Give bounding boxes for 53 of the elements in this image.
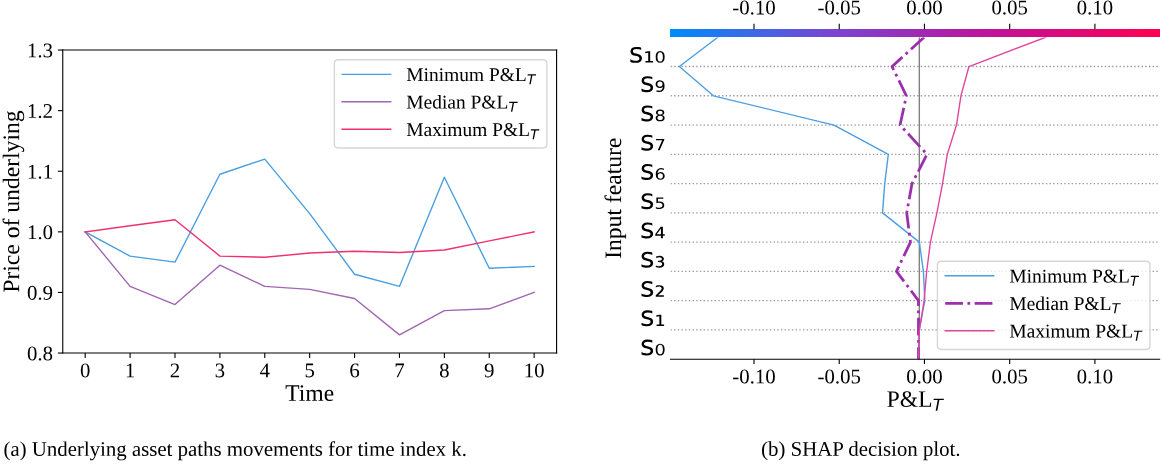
color-bar-label: -0.05 [818, 0, 861, 15]
legend-label: Minimum P&L$_{T}$ [406, 68, 537, 85]
x-tick-label: 6 [350, 363, 360, 378]
x-tick-label: -0.05 [818, 369, 861, 384]
y-tick-label: 1.1 [28, 164, 52, 179]
y-tick-label: s₉ [641, 76, 665, 93]
color-bar-label: 0.10 [1077, 0, 1113, 15]
legend-label: Median P&L$_{T}$ [406, 95, 518, 112]
x-tick-label: 0 [80, 363, 90, 378]
x-tick-label: 0.10 [1077, 369, 1113, 384]
color-bar-label: 0.00 [907, 0, 942, 15]
x-axis-title: Time [285, 385, 334, 402]
x-tick-label: -0.10 [733, 369, 775, 384]
x-tick-label: 0.00 [907, 369, 942, 384]
x-tick-label: 7 [395, 363, 405, 378]
x-tick-label: 2 [170, 363, 180, 378]
line-series [84, 158, 535, 288]
y-tick-label: 0.8 [27, 346, 53, 361]
x-axis-title: P&L$_{T}$ [887, 391, 944, 411]
y-tick-label: s₀ [641, 339, 665, 356]
y-tick-label: 1.2 [28, 104, 52, 119]
y-axis-title: Price of underlying [2, 110, 25, 293]
x-tick-label: 10 [525, 363, 544, 378]
y-tick-label: s₈ [641, 105, 665, 122]
y-axis-title: Input feature [604, 138, 627, 259]
y-tick-label: s₄ [641, 222, 665, 239]
legend-label: Maximum P&L$_{T}$ [1009, 324, 1143, 341]
x-tick-label: 3 [215, 363, 225, 378]
y-tick-label: 1.3 [28, 43, 53, 58]
y-tick-label: s₂ [641, 281, 664, 297]
y-tick-label: 1.0 [28, 225, 53, 240]
line-series [84, 219, 535, 258]
legend-label: Median P&L$_{T}$ [1009, 296, 1121, 314]
x-tick-label: 0.05 [992, 369, 1028, 384]
x-tick-label: 5 [305, 363, 315, 378]
text: (a) Underlying asset paths movements for time index k. [4, 441, 466, 461]
legend-label: Maximum P&L$_{T}$ [406, 123, 540, 140]
color-bar-label: 0.05 [992, 0, 1028, 15]
y-tick-label: s₃ [641, 251, 665, 268]
text: (b) SHAP decision plot. [762, 441, 960, 461]
y-tick-label: s₆ [641, 163, 665, 180]
y-tick-label: s₅ [641, 193, 665, 210]
y-tick-label: 0.9 [27, 285, 53, 300]
y-tick-label: s₁ [641, 310, 665, 327]
x-tick-label: 4 [259, 363, 270, 378]
x-tick-label: 8 [439, 363, 449, 378]
y-tick-label: s₁₀ [630, 46, 665, 63]
color-bar-label: -0.10 [733, 0, 775, 15]
x-tick-label: 9 [484, 363, 494, 378]
line-series [84, 231, 535, 336]
legend-label: Minimum P&L$_{T}$ [1009, 269, 1140, 286]
y-tick-label: s₇ [641, 134, 665, 151]
x-tick-label: 1 [126, 363, 135, 378]
